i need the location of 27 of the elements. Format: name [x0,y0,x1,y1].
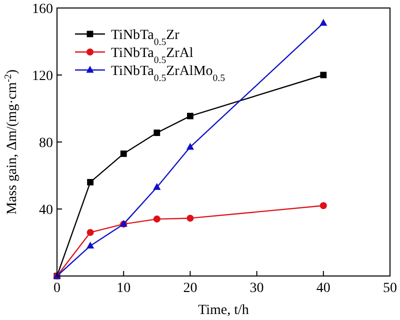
point [86,228,94,236]
y-tick-label: 120 [32,69,53,84]
point [86,242,94,249]
point [120,150,127,157]
point [153,183,161,190]
x-tick-label: 50 [383,281,397,296]
point [87,179,94,186]
x-tick-label: 10 [116,281,131,296]
legend-label: TiNbTa$_{0.5}$ZrAl [111,46,194,66]
legend-label: TiNbTa$_{0.5}$Zr [111,28,180,48]
point [187,112,194,120]
legend-label: TiNbTa$_{0.5}$ZrAlMo$_{0.5}$ [111,64,226,84]
x-tick-label: 30 [250,281,264,296]
point [320,202,327,210]
point [186,142,194,150]
point [154,130,160,136]
x-axis-title: Time, t/h [198,303,249,318]
point [320,18,328,26]
point [320,72,327,78]
x-tick-label: 0 [54,281,60,296]
y-tick-label: 80 [39,136,53,151]
x-tick-label: 40 [316,281,330,296]
y-tick-label: 160 [32,2,53,17]
point [186,214,194,222]
x-tick-label: 20 [183,281,198,296]
point [153,216,160,223]
y-tick-label: 40 [39,203,53,218]
